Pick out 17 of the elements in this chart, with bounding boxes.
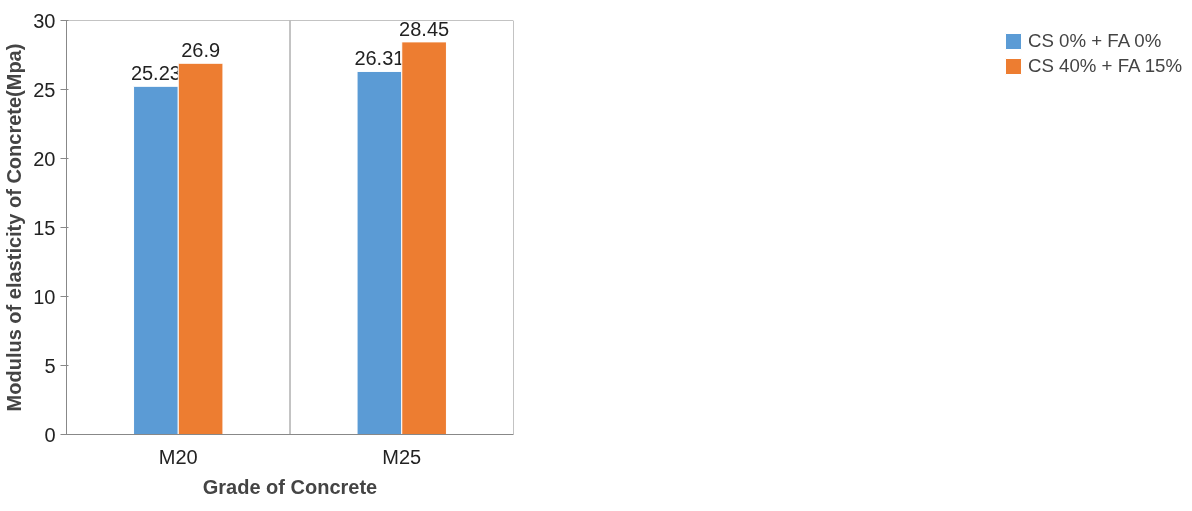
data-label: 28.45	[399, 17, 450, 40]
y-tick-label: 10	[33, 285, 56, 308]
y-tick-label: 30	[33, 9, 56, 32]
y-tick-label: 15	[33, 216, 56, 239]
data-label: 26.31	[354, 47, 405, 70]
y-tick-label: 20	[33, 147, 56, 170]
x-tick-label: M25	[382, 445, 422, 468]
legend-label: CS 0% + FA 0%	[1027, 30, 1162, 52]
y-axis-title: Modulus of elasticity of Concrete(Mpa)	[3, 43, 26, 412]
legend-label: CS 40% + FA 15%	[1027, 55, 1182, 77]
y-tick-label: 0	[44, 423, 56, 446]
y-tick-label: 5	[44, 354, 56, 377]
data-label: 25.23	[130, 62, 181, 85]
data-label: 26.9	[181, 39, 221, 62]
y-tick-label: 25	[33, 78, 56, 101]
x-axis-title: Grade of Concrete	[202, 475, 378, 498]
x-tick-label: M20	[158, 445, 198, 468]
